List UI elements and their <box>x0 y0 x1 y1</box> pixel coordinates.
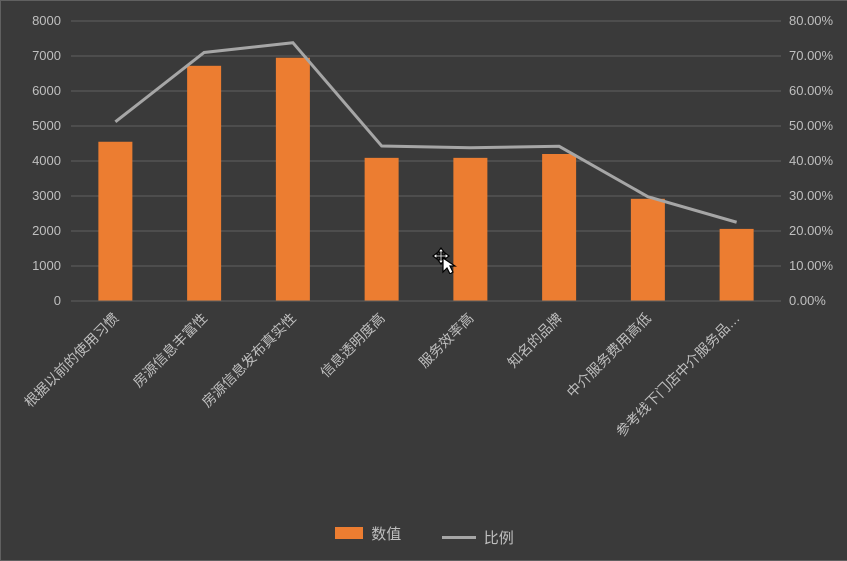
bar-0[interactable] <box>98 142 132 301</box>
bar-3[interactable] <box>365 158 399 301</box>
legend-item-bar[interactable]: 数值 <box>335 523 401 544</box>
chart-container: 0 1000 2000 3000 4000 5000 6000 7000 8000 0.00% 10… <box>0 0 847 561</box>
category-label-5: 知名的品牌 <box>504 310 565 371</box>
category-label-2: 房源信息发布真实性 <box>199 310 299 410</box>
svg-text:6000: 6000 <box>32 83 61 98</box>
category-label-3: 信息透明度高 <box>317 310 388 381</box>
legend-swatch-line <box>442 536 476 539</box>
bar-6[interactable] <box>631 199 665 301</box>
bar-7[interactable] <box>720 229 754 301</box>
svg-text:30.00%: 30.00% <box>789 188 834 203</box>
legend-item-line[interactable]: 比例 <box>442 527 514 548</box>
legend: 数值 比例 <box>1 523 847 549</box>
svg-text:20.00%: 20.00% <box>789 223 834 238</box>
svg-text:7000: 7000 <box>32 48 61 63</box>
category-label-4: 服务效率高 <box>416 310 477 371</box>
legend-label-line: 比例 <box>484 527 514 548</box>
category-label-1: 房源信息丰富性 <box>130 310 211 391</box>
legend-label-bar: 数值 <box>371 523 401 544</box>
bar-1[interactable] <box>187 66 221 301</box>
svg-text:70.00%: 70.00% <box>789 48 834 63</box>
category-label-0: 根据以前的使用习惯 <box>21 310 121 410</box>
combo-chart: 0 1000 2000 3000 4000 5000 6000 7000 8000 0.00% 10… <box>1 1 847 560</box>
svg-text:5000: 5000 <box>32 118 61 133</box>
svg-text:0: 0 <box>54 293 61 308</box>
svg-text:2000: 2000 <box>32 223 61 238</box>
svg-text:80.00%: 80.00% <box>789 13 834 28</box>
svg-text:3000: 3000 <box>32 188 61 203</box>
svg-text:4000: 4000 <box>32 153 61 168</box>
legend-swatch-bar <box>335 527 363 539</box>
bar-4[interactable] <box>453 158 487 301</box>
svg-text:0.00%: 0.00% <box>789 293 826 308</box>
bar-5[interactable] <box>542 154 576 301</box>
svg-text:60.00%: 60.00% <box>789 83 834 98</box>
svg-text:50.00%: 50.00% <box>789 118 834 133</box>
svg-text:8000: 8000 <box>32 13 61 28</box>
svg-text:10.00%: 10.00% <box>789 258 834 273</box>
bar-2[interactable] <box>276 58 310 301</box>
svg-text:1000: 1000 <box>32 258 61 273</box>
svg-text:40.00%: 40.00% <box>789 153 834 168</box>
category-label-6: 中介服务费用高低 <box>563 310 654 401</box>
